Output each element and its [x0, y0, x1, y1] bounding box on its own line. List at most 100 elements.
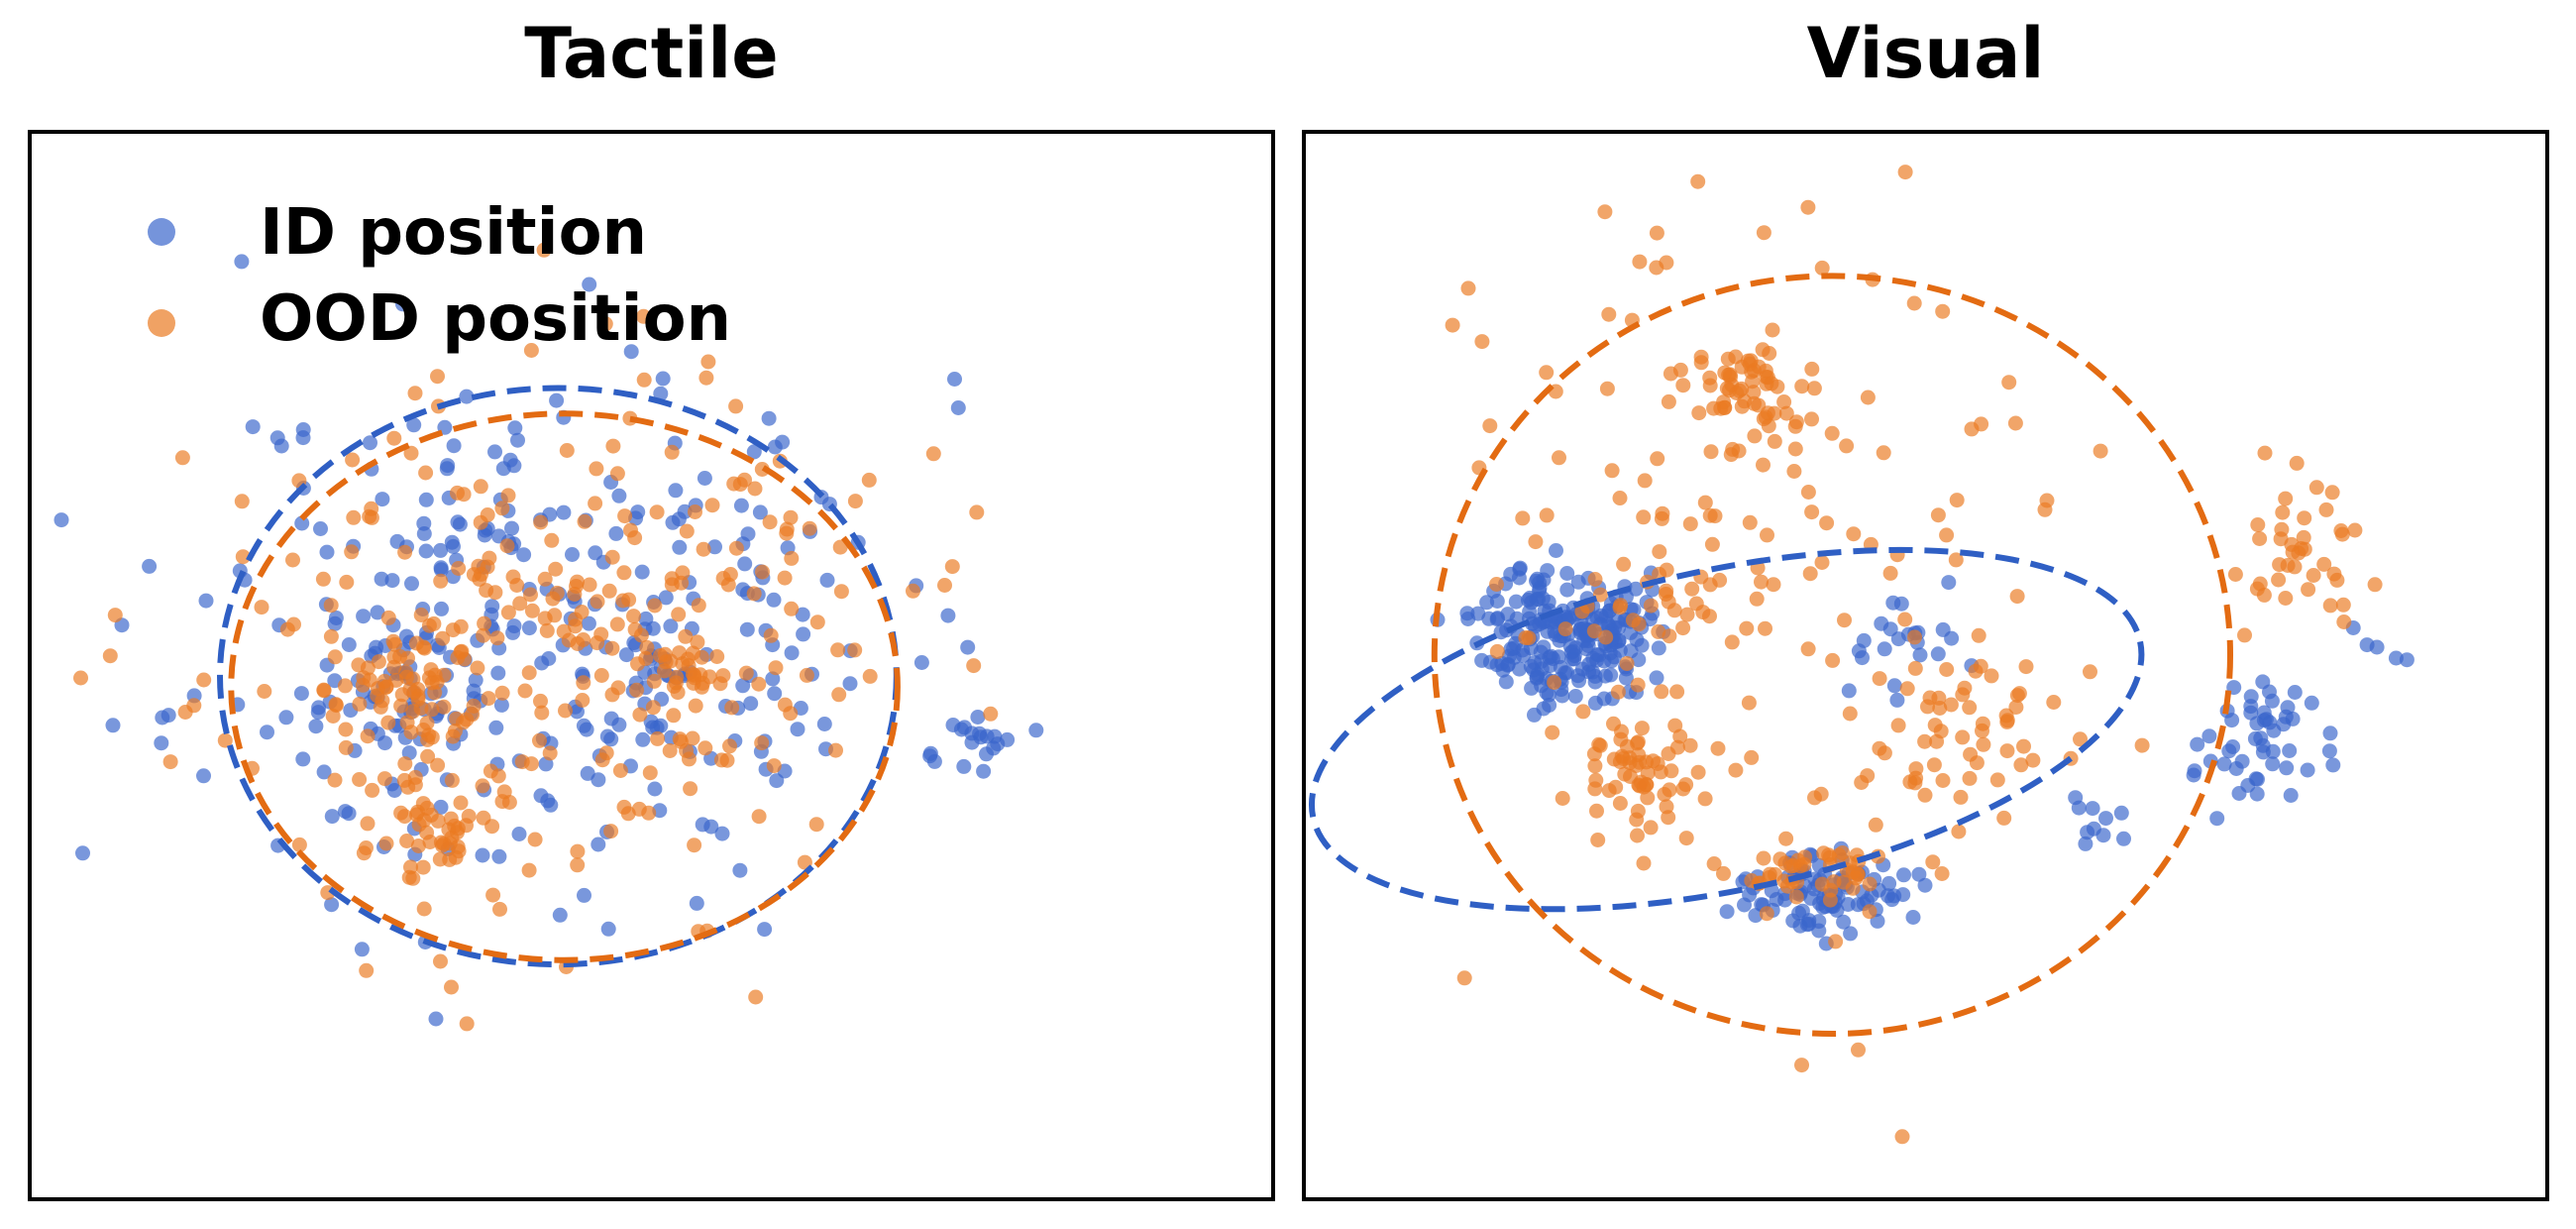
data-point [609, 616, 625, 632]
data-point [514, 754, 530, 770]
data-point [1846, 526, 1862, 542]
data-point [610, 680, 626, 696]
data-point [1552, 450, 1566, 466]
data-point [728, 398, 744, 414]
data-point [808, 817, 824, 833]
data-point [2301, 582, 2316, 598]
data-point [1745, 374, 1761, 390]
data-point [398, 664, 414, 680]
data-point [1625, 613, 1641, 628]
data-point [1872, 671, 1887, 687]
data-point [615, 593, 631, 609]
data-point [649, 720, 665, 735]
legend-ood-label: OOD position [260, 282, 731, 356]
data-point [2272, 557, 2288, 573]
data-point [1460, 280, 1476, 296]
data-point [2334, 526, 2350, 542]
data-point [502, 452, 518, 468]
data-point [833, 584, 849, 600]
data-point [755, 564, 770, 580]
data-point [1989, 772, 2005, 788]
data-point [1610, 684, 1626, 700]
data-point [324, 809, 340, 825]
data-point [1907, 629, 1922, 645]
data-point [433, 560, 449, 576]
data-point [481, 691, 496, 707]
data-point [1659, 799, 1674, 815]
data-point [319, 544, 335, 560]
data-point [413, 608, 429, 622]
visual-panel [1302, 130, 2549, 1201]
data-point [1899, 681, 1915, 697]
data-point [1908, 761, 1924, 777]
data-point [1955, 729, 1971, 745]
data-point [1881, 875, 1897, 891]
data-point [473, 514, 488, 530]
data-point [2013, 757, 2029, 773]
data-point [1800, 485, 1816, 500]
data-point [693, 667, 708, 683]
data-point [1758, 620, 1772, 636]
data-point [352, 696, 368, 712]
data-point [2278, 591, 2294, 606]
data-point [450, 650, 466, 665]
data-point [1943, 697, 1959, 713]
legend: ID position OOD position [148, 196, 731, 356]
data-point [1788, 889, 1804, 905]
data-point [1567, 640, 1583, 656]
data-point [494, 685, 510, 701]
data-point [601, 583, 617, 599]
data-point [2016, 738, 2031, 754]
data-point [979, 746, 994, 762]
data-point [507, 420, 523, 436]
data-point [1678, 831, 1694, 846]
data-point [1877, 745, 1892, 761]
data-point [416, 515, 432, 531]
data-point [1597, 204, 1613, 220]
data-point [2249, 786, 2265, 802]
data-point [1632, 254, 1648, 270]
data-point [616, 565, 632, 581]
data-point [310, 705, 326, 721]
data-point [479, 583, 494, 599]
data-point [352, 772, 368, 787]
data-point [1710, 740, 1726, 756]
data-point [1754, 574, 1769, 590]
data-point [748, 989, 764, 1005]
data-point [783, 706, 799, 722]
data-point [1587, 781, 1603, 797]
data-point [1999, 743, 2015, 759]
data-point [364, 501, 379, 516]
data-point [754, 462, 770, 477]
data-point [732, 862, 748, 878]
data-point [1636, 855, 1652, 871]
data-point [639, 639, 655, 655]
data-point [611, 488, 627, 503]
data-point [2221, 743, 2237, 759]
data-point [1719, 904, 1735, 920]
data-point [1706, 856, 1722, 871]
data-point [393, 698, 409, 714]
data-point [1772, 851, 1788, 867]
data-point [751, 676, 767, 692]
data-point [2257, 445, 2273, 461]
data-point [724, 700, 740, 716]
data-point [746, 444, 762, 460]
data-point [1744, 749, 1760, 765]
data-point [1511, 570, 1527, 586]
data-point [2369, 639, 2385, 655]
data-point [196, 768, 211, 784]
data-point [468, 672, 483, 688]
data-point [1712, 572, 1728, 588]
data-point [1630, 828, 1645, 843]
data-point [436, 699, 452, 715]
data-point [2073, 731, 2088, 747]
data-point [790, 722, 805, 737]
data-point [254, 600, 269, 615]
data-point [966, 658, 982, 674]
data-point [533, 693, 548, 709]
data-point [1606, 716, 1621, 731]
data-point [1906, 295, 1922, 311]
data-point [1581, 656, 1597, 672]
data-point [1941, 575, 1957, 591]
